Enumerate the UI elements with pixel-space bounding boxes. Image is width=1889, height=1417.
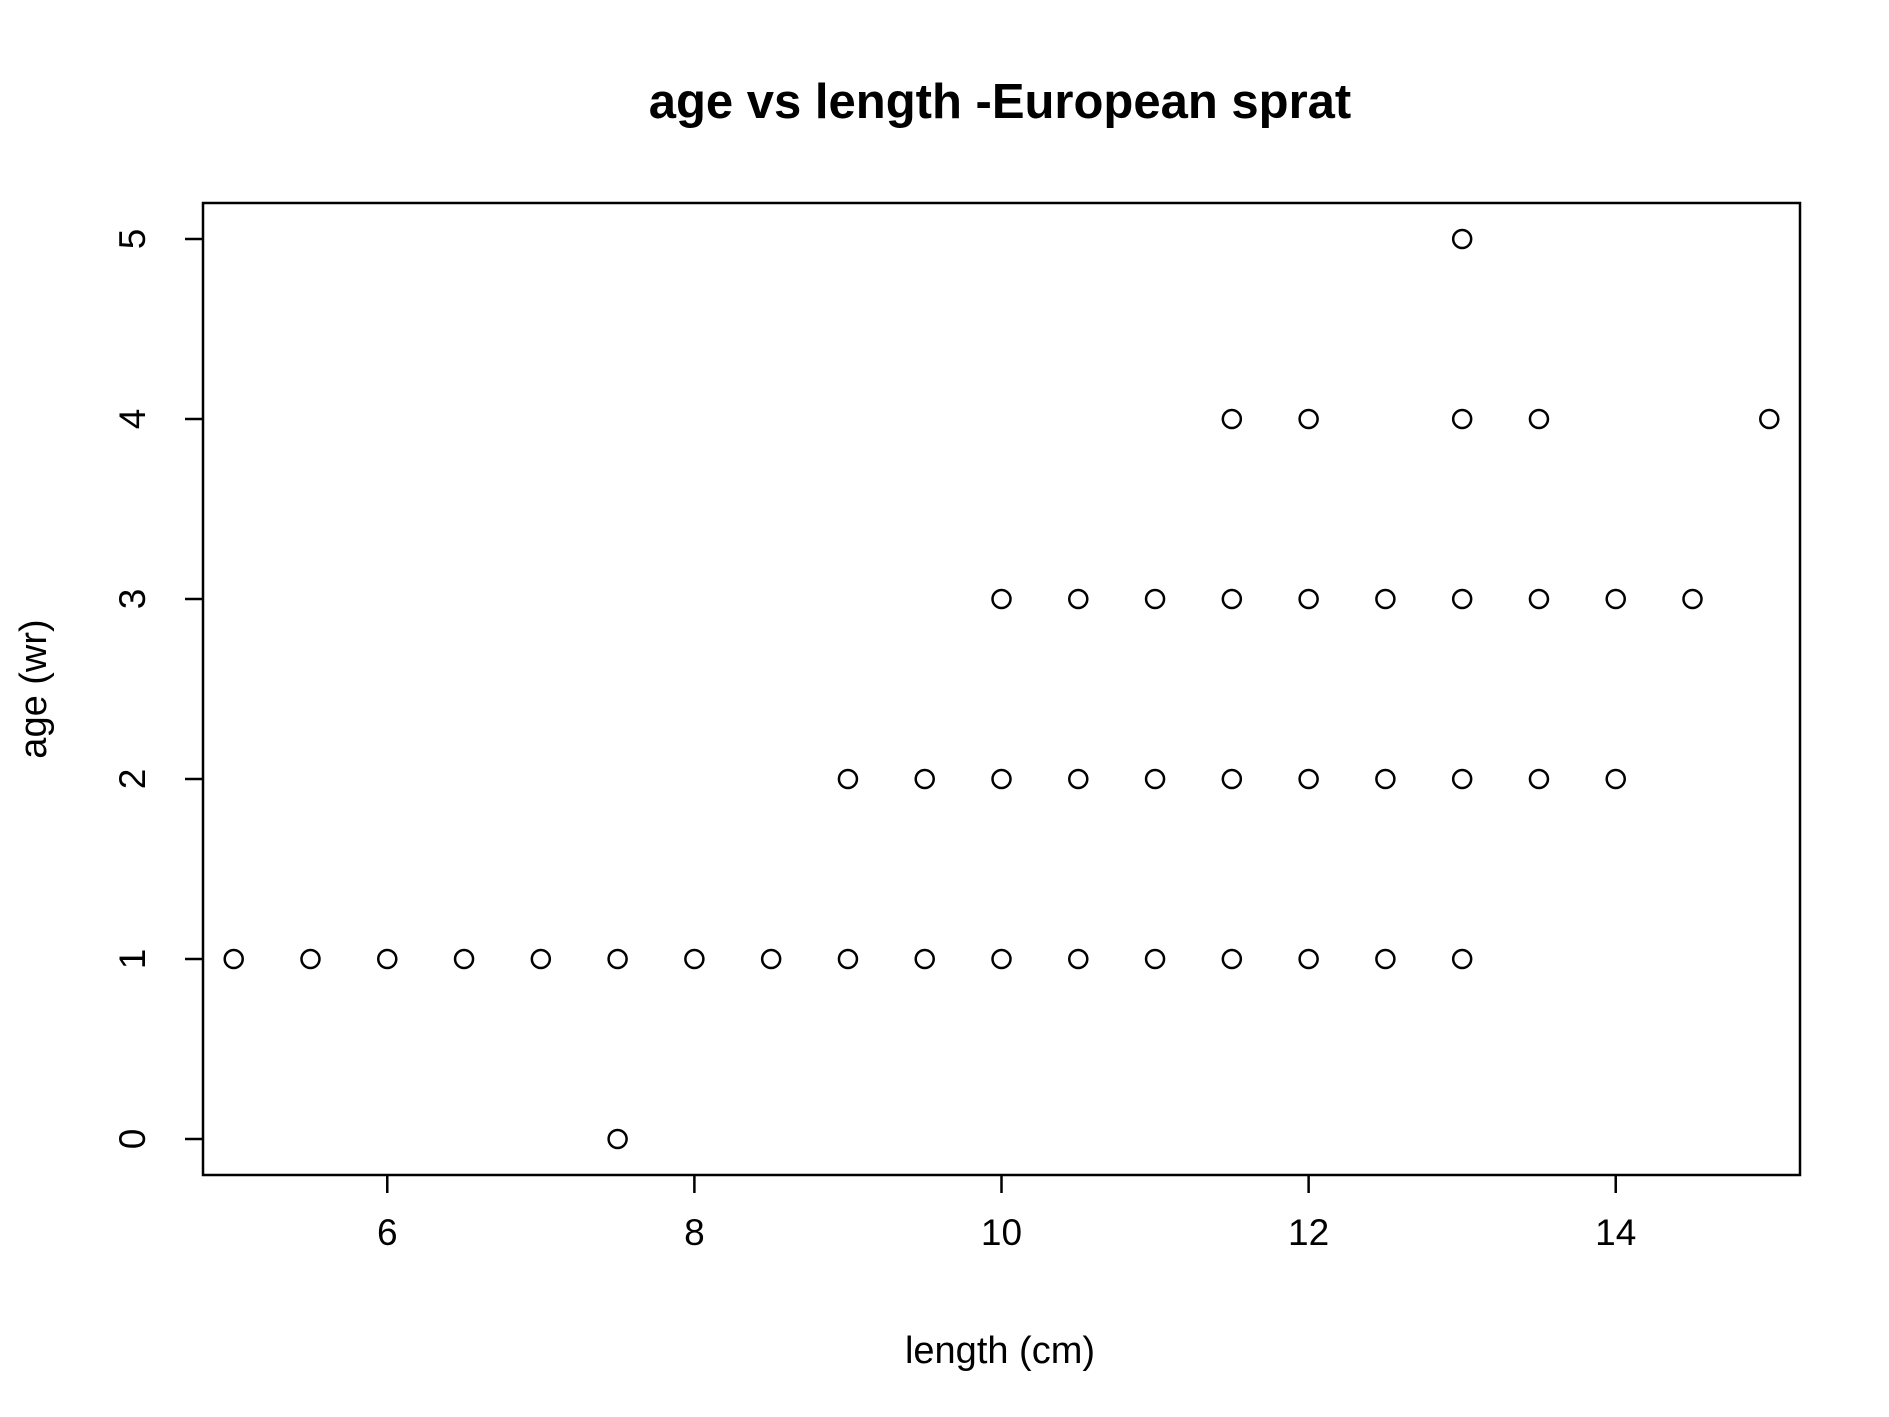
data-point [1451,768,1473,790]
data-point [1451,948,1473,970]
data-point [607,948,628,970]
data-point [837,948,859,970]
data-point [1605,588,1626,610]
data-point [1221,768,1243,790]
data-point [1221,408,1243,430]
data-point [1682,588,1703,610]
data-point [1759,408,1780,430]
data-point [1068,768,1089,790]
x-tick-label: 12 [1288,1212,1329,1253]
y-tick-label: 3 [112,589,153,610]
plot-area-frame [201,201,1802,1177]
data-point [837,768,859,790]
data-point [914,948,935,970]
y-axis: 0 1 2 3 4 5 [112,229,203,1150]
data-point [1221,588,1243,610]
data-point [1144,588,1166,610]
data-point [530,948,552,970]
data-point [607,1128,628,1150]
data-point [1068,948,1089,970]
data-point [1298,408,1319,430]
data-point [684,948,705,970]
data-point [223,948,244,970]
x-tick-label: 8 [684,1212,705,1253]
data-point [1375,948,1396,970]
data-point [991,768,1012,790]
chart-title: age vs length -European sprat [649,75,1352,129]
x-tick-label: 6 [377,1212,398,1253]
y-axis-label: age (wr) [13,619,55,758]
data-point [1528,768,1550,790]
x-tick-label: 14 [1595,1212,1636,1253]
y-tick-label: 1 [112,949,153,970]
y-tick-label: 2 [112,769,153,790]
data-point [1451,408,1473,430]
data-point [377,948,398,970]
y-tick-label: 4 [112,409,153,430]
data-point [453,948,475,970]
x-axis: 6 8 10 12 14 [377,1175,1636,1253]
data-point [1298,588,1319,610]
y-tick-label: 0 [112,1129,153,1150]
data-point [1451,228,1473,250]
data-point [1298,948,1319,970]
data-point [1528,588,1550,610]
x-axis-label: length (cm) [905,1330,1095,1372]
y-tick-label: 5 [112,229,153,250]
data-point [760,948,782,970]
data-point [300,948,321,970]
data-point [991,948,1012,970]
data-point [1144,768,1166,790]
data-point [1298,768,1319,790]
data-point [1144,948,1166,970]
data-point [914,768,935,790]
data-point [991,588,1012,610]
data-point [1375,588,1396,610]
data-point [1068,588,1089,610]
x-tick-label: 10 [981,1212,1022,1253]
data-point [1221,948,1243,970]
data-points [223,228,1780,1150]
data-point [1375,768,1396,790]
data-point [1528,408,1550,430]
data-point [1451,588,1473,610]
data-point [1605,768,1626,790]
